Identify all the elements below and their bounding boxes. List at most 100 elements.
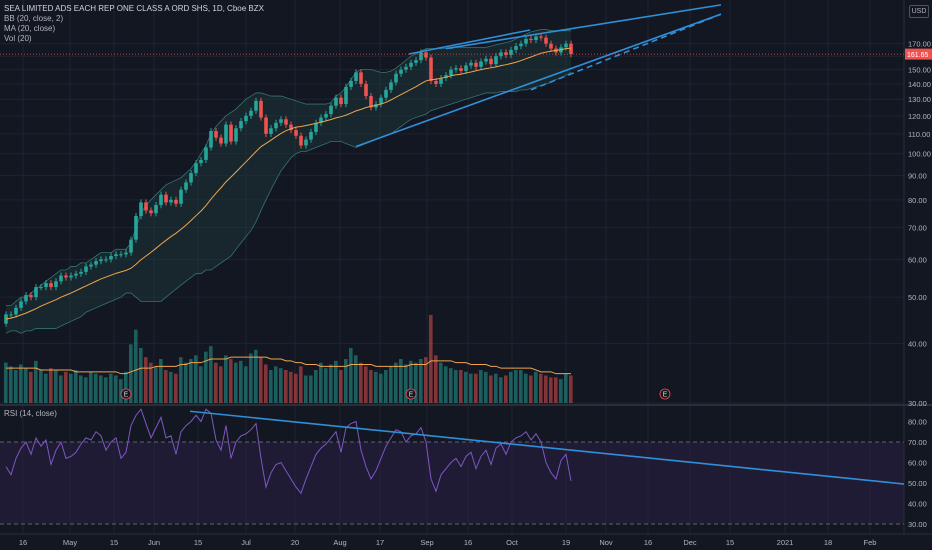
volume-bar bbox=[69, 373, 73, 403]
time-axis[interactable]: 16 May 15 Jun 15 Jul 20 Aug 17 Sep 16 Oct 19 Nov 16 Dec… bbox=[19, 538, 877, 547]
volume-bar bbox=[464, 371, 468, 403]
earnings-marker-icon bbox=[659, 388, 671, 400]
time-tick-label: Dec bbox=[683, 538, 697, 547]
candle-body bbox=[344, 86, 348, 105]
candle-body bbox=[124, 252, 128, 255]
volume-bar bbox=[184, 362, 188, 403]
volume-bar bbox=[14, 370, 18, 403]
volume-bar bbox=[429, 315, 433, 403]
volume-indicator-label[interactable]: Vol (20) bbox=[4, 34, 32, 43]
candle-body bbox=[529, 38, 533, 41]
bb-upper-line bbox=[6, 29, 571, 307]
volume-bar bbox=[264, 364, 268, 403]
earnings-marker-icon bbox=[120, 388, 132, 400]
volume-bar bbox=[314, 370, 318, 403]
candle-body bbox=[354, 72, 358, 81]
volume-bar bbox=[474, 373, 478, 403]
volume-bar bbox=[34, 360, 38, 403]
candle-body bbox=[454, 68, 458, 70]
volume-bar bbox=[379, 373, 383, 403]
volume-bar bbox=[334, 360, 338, 403]
rsi-tick-label: 40.00 bbox=[908, 500, 927, 509]
time-tick-label: 16 bbox=[644, 538, 652, 547]
volume-bar bbox=[74, 370, 78, 403]
volume-bar bbox=[424, 357, 428, 403]
candle-body bbox=[264, 117, 268, 134]
volume-bar bbox=[174, 373, 178, 403]
volume-bar bbox=[349, 348, 353, 403]
candle-body bbox=[79, 271, 83, 274]
volume-bar bbox=[444, 366, 448, 403]
time-tick-label: Jun bbox=[148, 538, 160, 547]
time-tick-label: 15 bbox=[110, 538, 118, 547]
candle-body bbox=[449, 69, 453, 76]
trendline bbox=[530, 13, 722, 91]
volume-bar bbox=[534, 371, 538, 403]
candle-body bbox=[434, 80, 438, 84]
volume-bar bbox=[9, 366, 13, 403]
bb-indicator-label[interactable]: BB (20, close, 2) bbox=[4, 14, 64, 23]
volume-bar bbox=[564, 373, 568, 403]
volume-bar bbox=[54, 370, 58, 403]
candle-body bbox=[84, 266, 88, 272]
candle-body bbox=[19, 301, 23, 308]
ma-line bbox=[5, 47, 572, 320]
rsi-band bbox=[0, 442, 904, 524]
candle-body bbox=[269, 128, 273, 134]
volume-bar bbox=[299, 366, 303, 403]
candle-body bbox=[149, 210, 153, 214]
candle-body bbox=[464, 65, 468, 71]
volume-bar bbox=[39, 370, 43, 403]
time-tick-label: 17 bbox=[376, 538, 384, 547]
time-tick-label: 15 bbox=[194, 538, 202, 547]
volume-bar bbox=[294, 373, 298, 403]
bollinger-bands bbox=[5, 29, 572, 334]
volume-bar bbox=[284, 370, 288, 403]
volume-bar bbox=[309, 375, 313, 403]
rsi-tick-label: 60.00 bbox=[908, 459, 927, 468]
volume-bar bbox=[419, 359, 423, 403]
volume-bar bbox=[509, 371, 513, 403]
candle-body bbox=[109, 255, 113, 260]
volume-bar bbox=[84, 377, 88, 403]
candle-body bbox=[349, 80, 353, 87]
ma-indicator-label[interactable]: MA (20, close) bbox=[4, 24, 56, 33]
last-price-label: 161.65 bbox=[907, 52, 929, 59]
price-tick-label: 130.00 bbox=[908, 95, 931, 104]
currency-badge[interactable]: USD bbox=[909, 5, 929, 18]
time-tick-label: 20 bbox=[291, 538, 299, 547]
volume-bar bbox=[79, 375, 83, 403]
candle-body bbox=[249, 110, 253, 116]
candle-body bbox=[119, 254, 123, 256]
time-tick-label: 19 bbox=[562, 538, 570, 547]
price-tick-label: 100.00 bbox=[908, 150, 931, 159]
candle-body bbox=[534, 36, 538, 41]
candle-body bbox=[174, 199, 178, 204]
time-tick-label: Aug bbox=[333, 538, 346, 547]
symbol-title[interactable]: SEA LIMITED ADS EACH REP ONE CLASS A ORD… bbox=[4, 4, 264, 13]
last-price-line: 161.65 bbox=[0, 48, 932, 60]
candle-body bbox=[184, 182, 188, 190]
candle-body bbox=[214, 131, 218, 138]
rsi-indicator-label[interactable]: RSI (14, close) bbox=[4, 409, 57, 418]
candles bbox=[4, 33, 573, 327]
volume-bar bbox=[229, 359, 233, 403]
earnings-marker-icon bbox=[405, 388, 417, 400]
candle-body bbox=[259, 100, 263, 118]
volume-bar bbox=[359, 362, 363, 403]
earnings-marker-label: E bbox=[409, 392, 414, 399]
time-tick-label: 16 bbox=[464, 538, 472, 547]
trendline bbox=[408, 29, 531, 55]
candle-body bbox=[334, 97, 338, 106]
volume-bar bbox=[504, 375, 508, 403]
volume-bar bbox=[364, 366, 368, 403]
volume-bar bbox=[49, 368, 53, 403]
volume-bar bbox=[404, 364, 408, 403]
volume-bar bbox=[434, 355, 438, 403]
volume-bar bbox=[114, 375, 118, 403]
volume-bar bbox=[344, 359, 348, 403]
volume-bar bbox=[29, 371, 33, 403]
candle-body bbox=[469, 62, 473, 66]
volume-bar bbox=[234, 362, 238, 403]
